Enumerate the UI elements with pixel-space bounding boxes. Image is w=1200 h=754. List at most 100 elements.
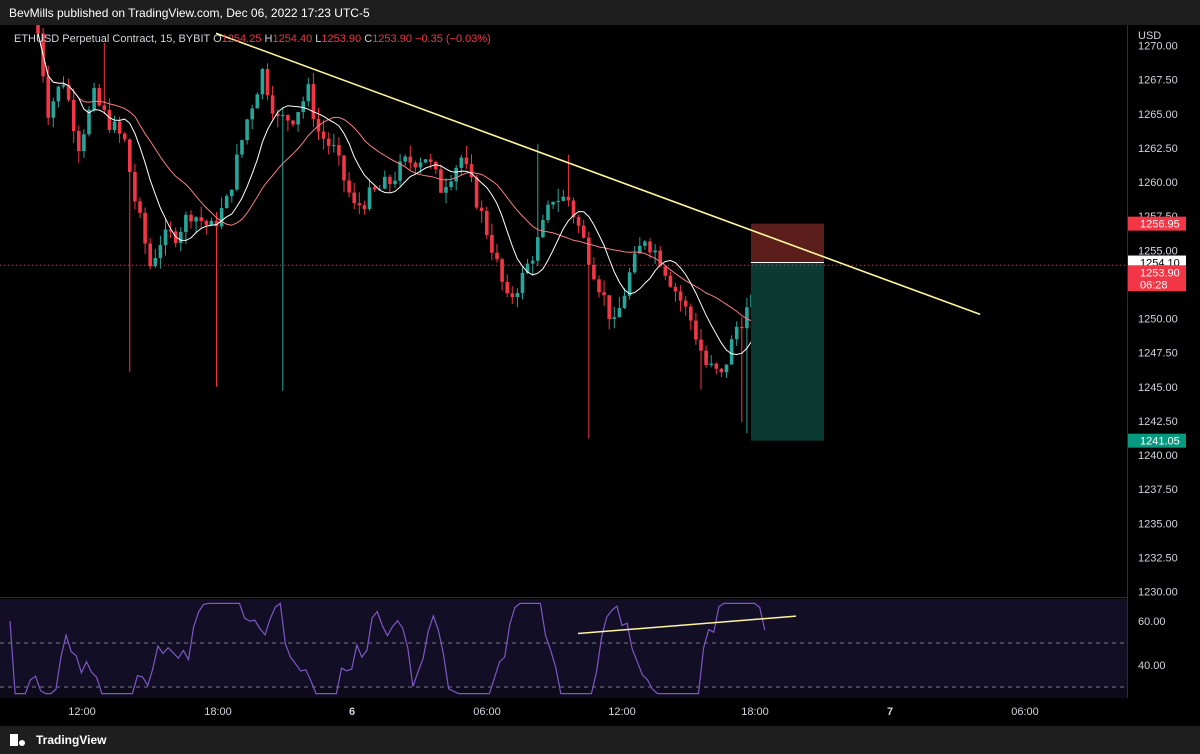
candle-body [459,157,464,168]
chart-area[interactable]: 1270.001267.501265.001262.501260.001257.… [0,25,1200,726]
candle-body [82,134,86,152]
candle-body [428,159,433,162]
symbol-legend[interactable]: ETHUSD Perpetual Contract, 15, BYBIT O12… [14,33,491,45]
candle-body [377,188,382,190]
candle-body [189,214,193,222]
price-axis[interactable]: 1270.001267.501265.001262.501260.001257.… [1127,25,1200,698]
price-tick-label: 1270.00 [1138,41,1178,53]
candle-body [729,339,734,365]
candle-body [587,237,591,265]
candle-body [326,138,331,146]
last-price-label-bg [1128,265,1186,292]
time-tick-label: 18:00 [741,706,769,718]
target-price-label-bg [1128,433,1186,448]
candle-body [541,220,545,238]
candle-body [556,200,560,202]
candle-body [372,187,377,190]
candle-body [337,145,341,156]
candle-body [495,252,499,260]
candle-body [520,272,525,293]
high-label: H [264,33,273,45]
price-tick-label: 1267.50 [1138,75,1178,87]
last-price-label: 1253.90 [1140,267,1180,279]
candle-body [102,105,107,110]
candle-body [663,266,668,276]
price-tick-label: 1255.00 [1138,245,1178,257]
candle-body [500,259,504,282]
candle-body [683,300,688,307]
candle-body [530,260,535,264]
candle-body [658,250,662,267]
candle-body [383,176,387,189]
candle-body [367,187,372,209]
candle-body [576,217,581,226]
candle-body [230,189,234,197]
countdown-label: 06:28 [1140,279,1168,291]
candle-body [250,108,254,120]
candle-body [194,217,198,222]
ma-slow-line [37,33,794,324]
tradingview-brand: TradingView [36,733,107,747]
price-pane[interactable] [0,25,1200,598]
candle-body [525,263,530,273]
candle-body [408,156,413,163]
candle-body [265,69,270,96]
candle-body [653,250,657,253]
candle-body [128,139,132,173]
close-label: C [364,33,373,45]
candle-body [281,115,285,117]
rsi-pane[interactable]: 60.00 40.00 [0,599,1166,698]
high-value: 1254.40 [272,33,313,45]
stop-price-label-bg [1128,216,1186,231]
candle-body [311,84,316,119]
price-tick-label: 1235.00 [1138,518,1178,530]
candle-body [352,192,356,204]
candle-body [87,109,91,135]
candle-body [592,264,596,280]
candle-body [714,363,719,369]
candle-body [46,76,50,118]
rsi-tick-label: 40.00 [1138,660,1166,672]
rsi-trendline [577,615,797,635]
candle-body [117,121,122,134]
candle-body [56,86,61,102]
price-tick-label: 1242.50 [1138,416,1178,428]
candle-body [485,210,489,235]
candle-body [158,245,163,259]
candle-body [719,368,724,373]
stop-price-label: 1256.95 [1140,219,1180,231]
price-tick-label: 1250.00 [1138,314,1178,326]
candle-body [648,241,652,253]
candle-body [66,84,71,100]
price-tick-label: 1240.00 [1138,450,1178,462]
candle-body [286,115,290,121]
close-value: 1253.90 [372,33,412,45]
candle-body [581,225,586,238]
time-axis[interactable]: 12:00 18:00 6 06:00 12:00 18:00 7 06:00 [68,706,1039,718]
candle-body [668,275,673,287]
candle-body [434,161,438,170]
candle-body [301,101,305,113]
rsi-line [9,602,766,695]
candle-body [204,221,209,225]
tradingview-logo[interactable]: TradingView [10,733,106,747]
candle-body [597,279,601,293]
candle-body [627,272,632,296]
candle-body [398,161,402,181]
candle-body [704,350,708,365]
candle-body [163,229,168,246]
candle-body [745,307,749,329]
candle-body [607,295,611,319]
candle-body [689,306,693,321]
candle-body [77,130,81,152]
candle-body [515,292,520,298]
candle-body [255,94,260,109]
candle-body [240,140,244,155]
price-tick-label: 1232.50 [1138,552,1178,564]
candle-body [602,292,606,296]
time-tick-label: 12:00 [68,706,96,718]
tradingview-logo-icon [10,734,30,746]
candle-body [306,84,311,102]
candle-body [296,112,300,125]
price-tick-label: 1247.50 [1138,348,1178,360]
